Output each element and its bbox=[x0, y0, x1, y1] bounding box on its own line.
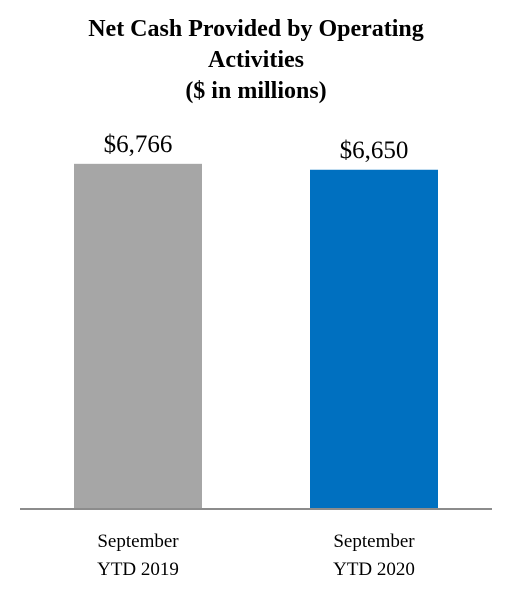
chart-title: Net Cash Provided by Operating Activitie… bbox=[0, 14, 512, 107]
category-labels-group: September YTD 2019 September YTD 2020 bbox=[97, 531, 415, 580]
category-label-2-line-2: YTD 2020 bbox=[333, 559, 415, 580]
bar-1 bbox=[74, 163, 202, 509]
value-label-2: $6,650 bbox=[340, 137, 409, 164]
category-label-2-line-1: September bbox=[333, 531, 415, 552]
value-labels-group: $6,766 $6,650 bbox=[104, 131, 409, 164]
category-label-1-line-2: YTD 2019 bbox=[97, 559, 179, 580]
chart-title-line-3: ($ in millions) bbox=[185, 78, 327, 104]
bars-group bbox=[74, 163, 438, 510]
chart-title-line-2: Activities bbox=[208, 47, 304, 73]
category-label-1-line-1: September bbox=[97, 531, 179, 552]
chart-title-line-1: Net Cash Provided by Operating bbox=[88, 16, 424, 42]
bar-2 bbox=[310, 169, 438, 510]
value-label-1: $6,766 bbox=[104, 131, 173, 158]
